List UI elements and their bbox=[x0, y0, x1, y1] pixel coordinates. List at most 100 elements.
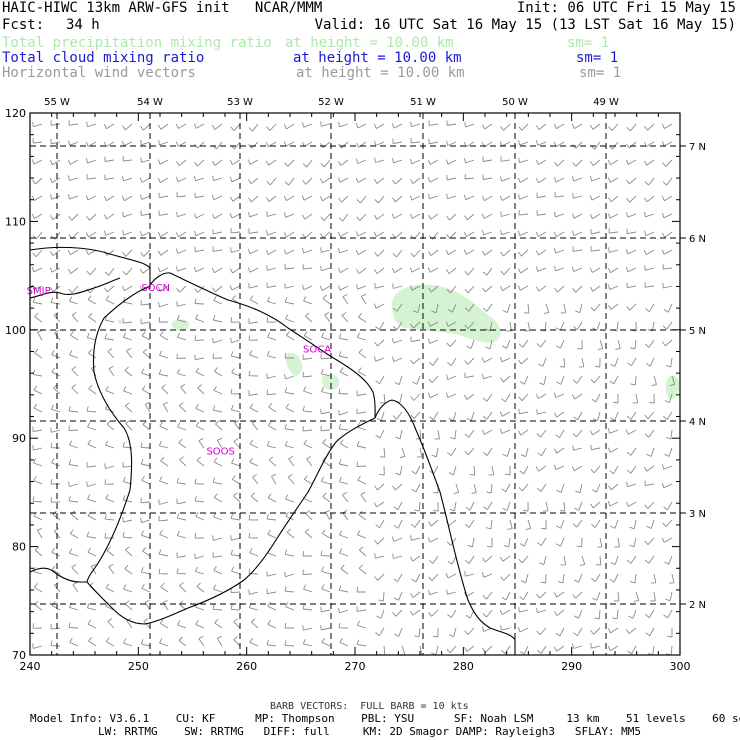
wind-barb bbox=[193, 123, 205, 129]
wind-barb bbox=[379, 393, 386, 404]
wind-barb bbox=[140, 318, 151, 325]
wind-barb bbox=[355, 123, 367, 129]
wind-barb bbox=[413, 303, 421, 314]
wind-barb bbox=[248, 283, 259, 289]
wind-barb bbox=[375, 627, 385, 637]
longitude-label: 55 W bbox=[44, 97, 70, 108]
wind-barb bbox=[664, 555, 673, 565]
wind-barb bbox=[445, 140, 457, 146]
wind-barb bbox=[86, 158, 97, 164]
wind-barb bbox=[626, 123, 637, 132]
precip-area bbox=[665, 375, 679, 400]
model-info-line2: LW: RRTMG SW: RRTMG DIFF: full KM: 2D Sm… bbox=[98, 725, 642, 738]
coastline bbox=[29, 246, 376, 419]
wind-barb bbox=[337, 267, 349, 273]
wind-barb bbox=[481, 429, 493, 435]
wind-barb bbox=[590, 246, 601, 252]
wind-barb bbox=[266, 571, 277, 577]
y-tick-label: 90 bbox=[12, 432, 26, 445]
wind-barb bbox=[482, 645, 493, 653]
wind-barb bbox=[554, 265, 565, 272]
wind-barb bbox=[50, 479, 60, 485]
wind-barb bbox=[86, 603, 97, 611]
wind-barb bbox=[305, 510, 313, 521]
wind-barb bbox=[50, 497, 61, 503]
x-tick-label: 270 bbox=[345, 660, 366, 673]
precip-area bbox=[392, 284, 501, 343]
wind-barb bbox=[68, 213, 79, 221]
wind-barb bbox=[231, 475, 241, 485]
wind-barb bbox=[665, 429, 673, 440]
wind-barb bbox=[85, 231, 97, 238]
wind-barb bbox=[157, 177, 169, 183]
wind-barb bbox=[427, 321, 439, 327]
wind-barb bbox=[88, 312, 97, 323]
wind-barb bbox=[248, 335, 259, 341]
wind-barb bbox=[249, 403, 259, 413]
wind-barb bbox=[50, 285, 61, 293]
wind-barb bbox=[248, 211, 259, 218]
wind-barb bbox=[212, 229, 223, 235]
wind-barb bbox=[87, 511, 97, 521]
wind-barb bbox=[429, 555, 439, 564]
wind-barb bbox=[356, 195, 367, 204]
wind-barb bbox=[284, 440, 295, 449]
precip-area bbox=[117, 319, 123, 324]
wind-barb bbox=[142, 348, 151, 359]
wind-barb bbox=[176, 530, 187, 539]
wind-barb bbox=[176, 353, 187, 359]
wind-barb bbox=[626, 212, 637, 218]
wind-barb bbox=[285, 314, 295, 323]
wind-barb bbox=[194, 298, 205, 305]
wind-barb bbox=[285, 494, 295, 503]
wind-barb bbox=[324, 312, 331, 323]
wind-barb bbox=[49, 177, 61, 183]
wind-barb bbox=[392, 177, 403, 185]
wind-barb bbox=[213, 457, 223, 467]
wind-barb bbox=[394, 627, 403, 637]
wind-barb bbox=[518, 357, 529, 365]
wind-barb bbox=[122, 495, 133, 503]
wind-barb bbox=[32, 369, 43, 377]
wind-barb bbox=[338, 607, 349, 614]
wind-barb bbox=[661, 249, 673, 255]
wind-barb bbox=[193, 230, 205, 237]
wind-barb bbox=[122, 230, 133, 236]
wind-barb bbox=[502, 303, 511, 314]
wind-barb bbox=[379, 645, 386, 656]
wind-barb bbox=[122, 332, 133, 341]
wind-barb bbox=[429, 411, 439, 421]
wind-barb bbox=[483, 501, 493, 511]
wind-barb bbox=[572, 375, 583, 384]
forecast-hours: 34 h bbox=[66, 17, 100, 33]
wind-barb bbox=[33, 385, 43, 395]
wind-barb bbox=[409, 195, 421, 201]
wind-barb bbox=[607, 177, 619, 183]
latitude-label: 2 N bbox=[689, 600, 706, 611]
wind-barb bbox=[125, 546, 133, 557]
wind-barb bbox=[104, 532, 114, 539]
wind-barb bbox=[414, 501, 421, 512]
wind-barb bbox=[609, 375, 619, 385]
coastlines bbox=[29, 246, 516, 655]
wind-barb bbox=[592, 411, 601, 422]
wind-barb bbox=[355, 158, 367, 165]
wind-barb bbox=[409, 158, 421, 165]
wind-barb bbox=[541, 519, 547, 530]
wind-barb bbox=[518, 555, 529, 564]
wind-barb bbox=[122, 123, 133, 131]
wind-barb bbox=[519, 375, 529, 385]
precip-area bbox=[285, 352, 303, 376]
wind-barb bbox=[446, 374, 457, 381]
wind-barb bbox=[125, 420, 133, 431]
station-label-smjp: SMJP bbox=[27, 286, 51, 297]
wind-barb bbox=[649, 393, 655, 404]
wind-barb bbox=[320, 606, 331, 613]
wind-barb bbox=[124, 366, 133, 377]
wind-barb bbox=[662, 264, 673, 270]
wind-barb bbox=[303, 331, 313, 341]
wind-barb bbox=[194, 335, 205, 341]
wind-barb bbox=[123, 584, 133, 593]
wind-barb bbox=[554, 285, 565, 293]
wind-barb bbox=[87, 422, 97, 431]
